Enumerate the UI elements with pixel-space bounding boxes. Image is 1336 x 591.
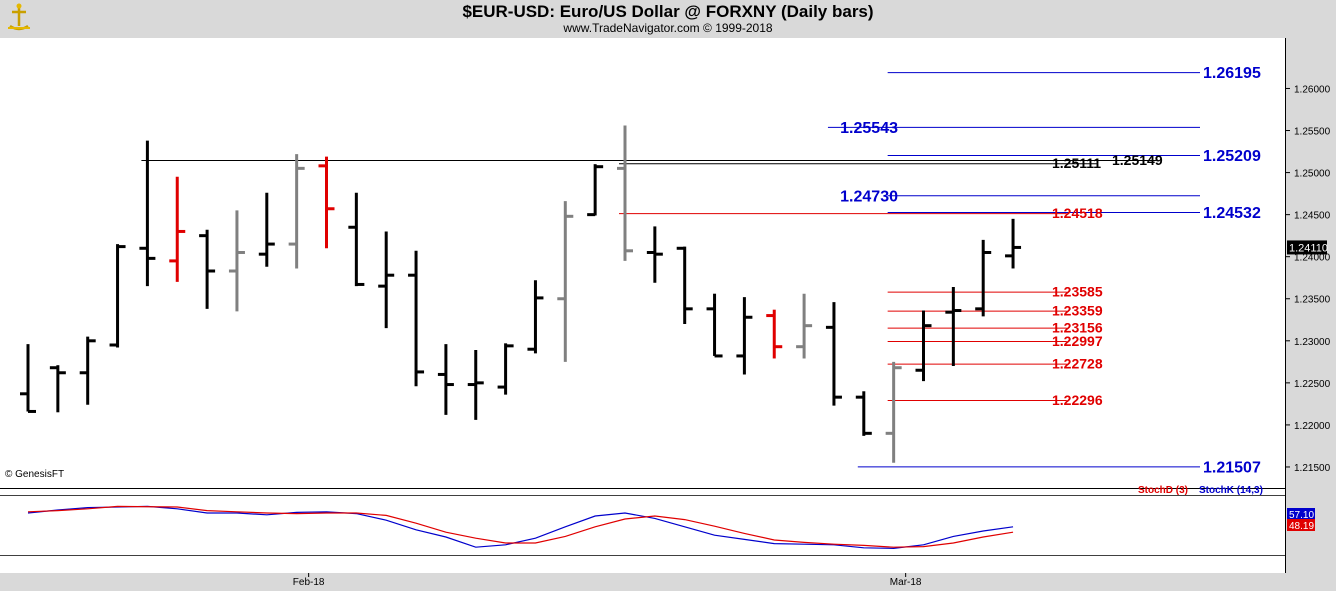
stoch-value-tag [1287,519,1315,531]
ohlc-bar [587,164,604,217]
y-tick-label: 1.25000 [1294,169,1331,180]
y-tick-label: 1.22500 [1294,379,1331,390]
trade-navigator-logo-icon [4,2,34,34]
ohlc-bar [139,140,156,287]
y-tick-label: 1.21500 [1294,463,1331,474]
ohlc-bar [79,336,96,405]
ohlc-bar [1005,218,1022,269]
legend-stochd: StochD (3) [1138,485,1188,496]
ohlc-bar [945,286,962,367]
axis-layer: 1.26000 1.25500 1.25000 1.24500 1.24000 1.235… [293,84,1331,588]
level-label: 1.22997 [1052,333,1103,349]
ohlc-bar [258,192,275,267]
ohlc-bar [975,239,992,317]
legend-stochk: StochK (14,3) [1199,485,1263,496]
ohlc-bar [557,201,574,362]
ohlc-bar [527,280,544,354]
ohlc-bar [676,246,693,324]
last-price-label: 1.24110 [1289,242,1328,254]
y-tick-label: 1.24000 [1294,253,1331,264]
level-label: 1.25543 [840,120,898,137]
chart-header: $EUR-USD: Euro/US Dollar @ FORXNY (Daily… [0,0,1336,38]
level-label: 1.23585 [1052,284,1103,300]
ohlc-bar [318,156,335,249]
ohlc-bar [617,125,633,261]
ohlc-bar [378,231,395,329]
y-tick-label: 1.25500 [1294,127,1331,138]
ohlc-bar [20,344,36,413]
chart-subtitle: www.TradeNavigator.com © 1999-2018 [563,21,773,35]
ohlc-bar [288,154,305,269]
stoch-value-label: 57.10 [1289,510,1314,521]
ohlc-bar [855,391,872,436]
ohlc-bar [497,343,514,395]
axis-strip [1285,38,1336,573]
level-label: 1.22296 [1052,392,1103,408]
chart-title: $EUR-USD: Euro/US Dollar @ FORXNY (Daily… [462,2,874,21]
price-panel-bg [0,38,1285,488]
ohlc-bar [796,293,813,359]
ohlc-bar [228,210,245,312]
level-label: 1.25209 [1203,148,1261,165]
ohlc-bar [169,176,186,282]
time-axis-strip [0,573,1336,591]
level-label: 1.23156 [1052,320,1103,336]
last-price-tag [1287,240,1327,255]
stoch-panel-bg [0,489,1285,573]
level-label: 1.23359 [1052,303,1103,319]
y-tick-label: 1.23000 [1294,337,1331,348]
y-tick-label: 1.26000 [1294,84,1331,95]
copyright-label: © GenesisFT [5,469,65,480]
ohlc-bar [49,365,66,413]
level-label: 1.25149 [1112,152,1163,168]
ohlc-bar [199,229,216,309]
ohlc-bar [706,293,723,358]
level-label: 1.24532 [1203,205,1261,222]
level-label: 1.24730 [840,188,898,205]
x-tick-label: Feb-18 [293,577,325,588]
ohlc-bar [915,310,932,382]
level-label: 1.24518 [1052,205,1103,221]
level-label: 1.21507 [1203,459,1261,476]
ohlc-bar [348,192,365,287]
levels-layer: 1.26195 1.25543 1.25209 1.25149 1.25111 1.247… [141,65,1261,476]
ohlc-bar [736,297,753,375]
y-tick-label: 1.22000 [1294,421,1331,432]
ohlc-bar [885,361,902,463]
ohlc-bar [437,344,454,415]
level-label: 1.22728 [1052,356,1103,372]
stoch-value-label: 48.19 [1289,521,1314,532]
ohlc-bar [825,302,842,406]
ohlc-bar [766,309,783,359]
x-tick-label: Mar-18 [890,577,922,588]
y-tick-label: 1.24500 [1294,211,1331,222]
ohlc-bar [408,250,425,387]
stoch-series-line [27,505,1014,550]
ohlc-bar [467,350,484,420]
ohlc-bar [646,226,663,283]
stoch-series-line [27,505,1014,548]
y-tick-label: 1.23500 [1294,295,1331,306]
ohlc-bar [109,244,126,348]
level-label: 1.25111 [1052,155,1101,171]
bars-layer [20,125,1022,463]
stoch-value-tag [1287,508,1315,520]
level-label: 1.26195 [1203,65,1261,82]
